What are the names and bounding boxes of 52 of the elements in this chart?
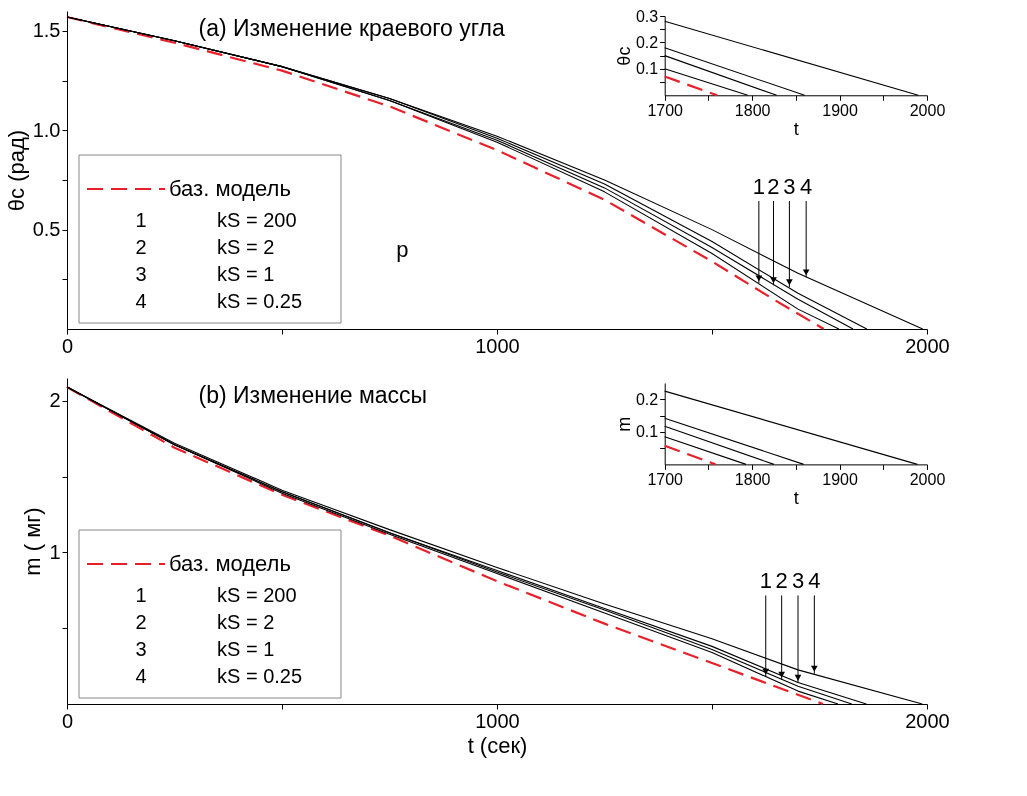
x-tick-label: 2000 <box>909 101 946 119</box>
x-tick-label: 0 <box>61 709 74 732</box>
y-tick-label: 1 <box>49 540 61 563</box>
y-tick-label: 0.1 <box>635 423 659 441</box>
annotation: 1 <box>752 174 765 200</box>
annotation: 3 <box>791 568 805 594</box>
x-tick-label: 2000 <box>905 334 950 357</box>
x-tick-label: 2000 <box>909 470 946 488</box>
y-tick-label: 1.0 <box>32 118 61 141</box>
annotation: 2 <box>767 174 780 200</box>
y-axis-title: m ( мг) <box>20 507 46 576</box>
x-tick-label: 2000 <box>905 709 950 732</box>
text: 3 kS = 1 <box>135 262 275 285</box>
text: 4 kS = 0.25 <box>135 289 303 312</box>
chart-title: (a) Изменение краевого угла <box>198 15 506 41</box>
x-tick-label: 1900 <box>822 470 858 488</box>
y-tick-label: 0.3 <box>635 7 659 25</box>
x-axis-title: t <box>793 487 799 508</box>
y-tick-label: 0.2 <box>635 390 659 408</box>
annotation: p <box>396 236 409 262</box>
annotation: 2 <box>775 568 788 594</box>
text: 3 kS = 1 <box>135 637 275 660</box>
x-axis-title: t <box>793 118 799 139</box>
text: 1 kS = 200 <box>135 208 297 231</box>
x-tick-label: 1700 <box>647 470 684 488</box>
text: 2 kS = 2 <box>135 610 275 633</box>
text: 1 kS = 200 <box>135 583 297 606</box>
x-tick-label: 1800 <box>734 101 771 119</box>
y-axis-title: θc (рад) <box>3 129 29 212</box>
annotation: 1 <box>759 568 772 594</box>
x-tick-label: 1800 <box>734 470 771 488</box>
x-tick-label: 1000 <box>475 334 520 357</box>
y-tick-label: 1.5 <box>32 19 61 42</box>
y-axis-title: θc <box>613 46 634 66</box>
chart-title: (b) Изменение массы <box>198 382 428 408</box>
y-tick-label: 0.2 <box>635 33 659 51</box>
x-tick-label: 1900 <box>822 101 858 119</box>
y-axis-title: m <box>613 416 634 432</box>
legend-label: баз. модель <box>169 176 291 201</box>
x-axis-title: t (сек) <box>467 732 528 758</box>
annotation: 4 <box>800 174 813 200</box>
text: 4 kS = 0.25 <box>135 664 303 687</box>
legend-label: баз. модель <box>169 551 291 576</box>
x-tick-label: 0 <box>61 334 74 357</box>
annotation: 3 <box>783 174 796 200</box>
annotation: 4 <box>808 568 821 594</box>
y-tick-label: 2 <box>49 389 61 412</box>
x-tick-label: 1700 <box>647 101 684 119</box>
x-tick-label: 1000 <box>475 709 520 732</box>
y-tick-label: 0.1 <box>635 60 659 78</box>
text: 2 kS = 2 <box>135 235 275 258</box>
y-tick-label: 0.5 <box>32 218 61 241</box>
